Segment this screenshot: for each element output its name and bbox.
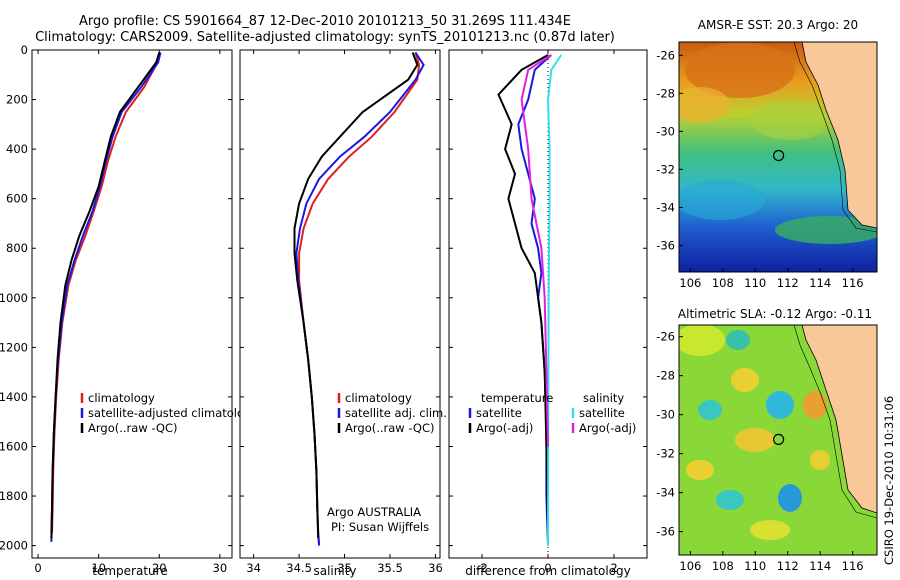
legend-label: Argo(..raw -QC) <box>88 421 178 435</box>
map-y-tick-label: -26 <box>656 330 675 344</box>
sla-map-field <box>679 325 877 555</box>
legend-label: satellite <box>476 406 522 420</box>
y-tick-label: 1200 <box>0 340 28 354</box>
series-line-argo <box>497 54 549 534</box>
map-y-tick-label: -32 <box>656 447 675 461</box>
map-x-tick-label: 112 <box>777 559 799 573</box>
sst-float-marker <box>772 149 785 162</box>
sst-map-panel: AMSR-E SST: 20.3 Argo: 20 106 108 110 112 11… <box>656 18 878 290</box>
x-tick-label: 34 <box>246 561 261 575</box>
map-y-tick-label: -34 <box>656 486 675 500</box>
title-line-1: Argo profile: CS 5901664_87 12-Dec-2010 … <box>79 14 571 29</box>
salinity-xlabel: salinity <box>313 564 356 578</box>
series-line-argoS <box>520 54 552 447</box>
sla-map-title: Altimetric SLA: -0.12 Argo: -0.11 <box>678 307 872 321</box>
map-y-tick-label: -30 <box>656 124 675 138</box>
sla-float-marker <box>772 433 785 445</box>
map-x-tick-label: 110 <box>744 276 766 290</box>
y-tick-label: 800 <box>6 241 28 255</box>
title-line-2: Climatology: CARS2009. Satellite-adjuste… <box>35 30 615 45</box>
legend-label: Argo(..raw -QC) <box>345 421 435 435</box>
x-tick-label: 10 <box>91 561 106 575</box>
sst-map-field <box>679 42 877 272</box>
map-x-tick-label: 114 <box>809 276 831 290</box>
x-tick-label: 2 <box>610 561 617 575</box>
series-line-argo <box>293 52 419 539</box>
pi-label: PI: Susan Wijffels <box>331 520 429 534</box>
timestamp-stamp: CSIRO 19-Dec-2010 10:31:06 <box>882 395 896 565</box>
sst-map-frame <box>678 41 878 273</box>
map-y-tick-label: -28 <box>656 86 675 100</box>
difference-panel: -2 0 2 temperature salinitysatelliteArgo(-a… <box>448 49 648 578</box>
map-x-tick-label: 108 <box>712 559 734 573</box>
x-tick-label: 0 <box>544 561 551 575</box>
map-y-tick-label: -32 <box>656 162 675 176</box>
legend-label: satellite <box>579 406 625 420</box>
legend-heading-salinity: salinity <box>583 391 624 405</box>
y-tick-label: 1000 <box>0 291 28 305</box>
x-tick-label: 34.5 <box>286 561 312 575</box>
sst-map-title: AMSR-E SST: 20.3 Argo: 20 <box>698 18 858 32</box>
map-y-tick-label: -34 <box>656 200 675 214</box>
temperature-xlabel: temperature <box>92 564 167 578</box>
x-tick-label: 20 <box>152 561 167 575</box>
y-tick-label: 2000 <box>0 539 28 553</box>
legend-label: climatology <box>345 391 412 405</box>
legend-label: satellite adj. clim. <box>345 406 447 420</box>
y-tick-label: 0 <box>21 43 28 57</box>
x-tick-label: 35.5 <box>377 561 403 575</box>
difference-xlabel: difference from climatology <box>465 564 631 578</box>
map-x-tick-label: 116 <box>842 559 864 573</box>
y-tick-label: 1400 <box>0 390 28 404</box>
map-x-tick-label: 108 <box>712 276 734 290</box>
argo-program-label: Argo AUSTRALIA <box>327 505 421 519</box>
x-tick-label: 30 <box>213 561 228 575</box>
salinity-axes <box>239 49 441 559</box>
map-x-tick-label: 116 <box>842 276 864 290</box>
y-tick-label: 200 <box>6 93 28 107</box>
map-x-tick-label: 106 <box>679 559 701 573</box>
legend-label: climatology <box>88 391 155 405</box>
legend-heading-temperature: temperature <box>481 391 553 405</box>
series-line-argo <box>50 52 161 539</box>
map-y-tick-label: -30 <box>656 408 675 422</box>
x-tick-label: 35 <box>337 561 352 575</box>
x-tick-label: 0 <box>34 561 41 575</box>
legend-label: Argo(-adj) <box>476 421 533 435</box>
legend-label: satellite-adjusted climatology <box>88 406 258 420</box>
y-tick-label: 600 <box>6 192 28 206</box>
map-x-tick-label: 112 <box>777 276 799 290</box>
map-y-tick-label: -28 <box>656 369 675 383</box>
map-y-tick-label: -36 <box>656 525 675 539</box>
x-tick-label: -2 <box>476 561 487 575</box>
map-y-tick-label: -26 <box>656 48 675 62</box>
x-tick-label: 36 <box>428 561 443 575</box>
map-x-tick-label: 106 <box>679 276 701 290</box>
series-line-satS <box>546 54 563 546</box>
y-tick-label: 1800 <box>0 489 28 503</box>
map-x-tick-label: 110 <box>744 559 766 573</box>
map-x-tick-label: 114 <box>809 559 831 573</box>
y-tick-label: 400 <box>6 142 28 156</box>
sla-map-panel: Altimetric SLA: -0.12 Argo: -0.11 106 108… <box>656 307 878 573</box>
temperature-panel: 0 10 20 30 0 200 400 600 800 1000 1200 1400 1600 1800… <box>0 43 258 578</box>
legend-label: Argo(-adj) <box>579 421 636 435</box>
sla-map-frame <box>678 324 878 556</box>
y-tick-label: 1600 <box>0 439 28 453</box>
map-y-tick-label: -36 <box>656 238 675 252</box>
